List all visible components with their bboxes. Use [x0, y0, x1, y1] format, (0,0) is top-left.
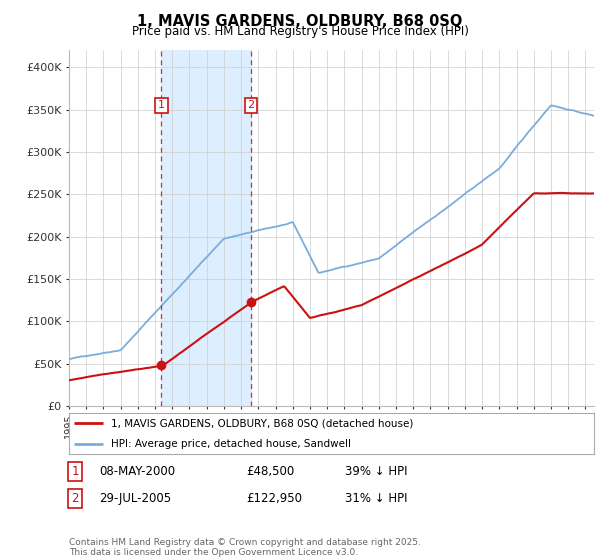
Text: 1: 1 — [71, 465, 79, 478]
Text: 08-MAY-2000: 08-MAY-2000 — [99, 465, 175, 478]
Bar — [161, 50, 251, 406]
Text: Price paid vs. HM Land Registry's House Price Index (HPI): Price paid vs. HM Land Registry's House … — [131, 25, 469, 38]
Text: 2: 2 — [247, 100, 254, 110]
Text: 39% ↓ HPI: 39% ↓ HPI — [345, 465, 407, 478]
Text: 1: 1 — [158, 100, 165, 110]
Text: £48,500: £48,500 — [246, 465, 294, 478]
Text: Contains HM Land Registry data © Crown copyright and database right 2025.
This d: Contains HM Land Registry data © Crown c… — [69, 538, 421, 557]
Text: HPI: Average price, detached house, Sandwell: HPI: Average price, detached house, Sand… — [111, 438, 351, 449]
Text: 2: 2 — [71, 492, 79, 505]
Text: 1, MAVIS GARDENS, OLDBURY, B68 0SQ (detached house): 1, MAVIS GARDENS, OLDBURY, B68 0SQ (deta… — [111, 418, 413, 428]
Text: 31% ↓ HPI: 31% ↓ HPI — [345, 492, 407, 505]
Text: £122,950: £122,950 — [246, 492, 302, 505]
Text: 1, MAVIS GARDENS, OLDBURY, B68 0SQ: 1, MAVIS GARDENS, OLDBURY, B68 0SQ — [137, 14, 463, 29]
Text: 29-JUL-2005: 29-JUL-2005 — [99, 492, 171, 505]
